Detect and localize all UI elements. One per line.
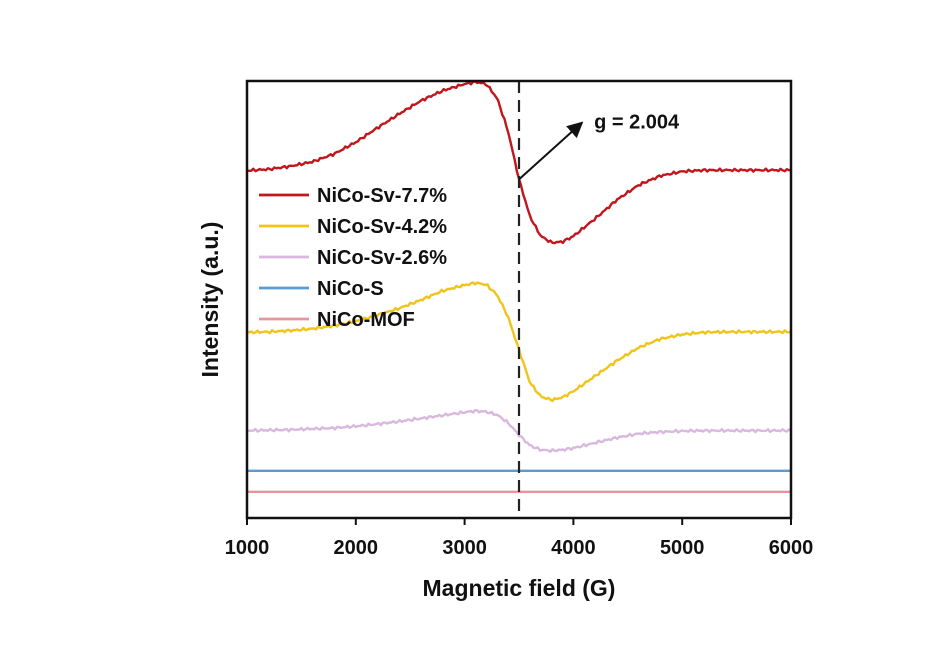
legend-label-3: NiCo-S xyxy=(317,278,384,300)
x-tick-label-2: 3000 xyxy=(442,537,487,559)
y-axis-label: Intensity (a.u.) xyxy=(197,222,223,378)
legend-label-2: NiCo-Sv-2.6% xyxy=(317,247,447,269)
legend-label-1: NiCo-Sv-4.2% xyxy=(317,216,447,238)
series-line-2 xyxy=(246,409,792,453)
x-axis-ticks: 1000 2000 3000 4000 5000 6000 xyxy=(225,518,814,559)
annotation-label: g = 2.004 xyxy=(594,112,680,134)
plot-frame xyxy=(245,79,793,520)
legend-label-0: NiCo-Sv-7.7% xyxy=(317,185,447,207)
x-tick-label-1: 2000 xyxy=(334,537,379,559)
x-axis-label: Magnetic field (G) xyxy=(423,575,616,601)
x-tick-label-4: 5000 xyxy=(660,537,705,559)
x-tick-label-5: 6000 xyxy=(769,537,814,559)
legend-label-4: NiCo-MOF xyxy=(317,309,415,331)
x-tick-label-3: 4000 xyxy=(551,537,596,559)
annotation-layer: g = 2.004 xyxy=(518,112,680,181)
x-tick-label-0: 1000 xyxy=(225,537,270,559)
annotation-arrow xyxy=(518,121,584,181)
legend: NiCo-Sv-7.7% NiCo-Sv-4.2% NiCo-Sv-2.6% NiCo… xyxy=(259,185,447,331)
